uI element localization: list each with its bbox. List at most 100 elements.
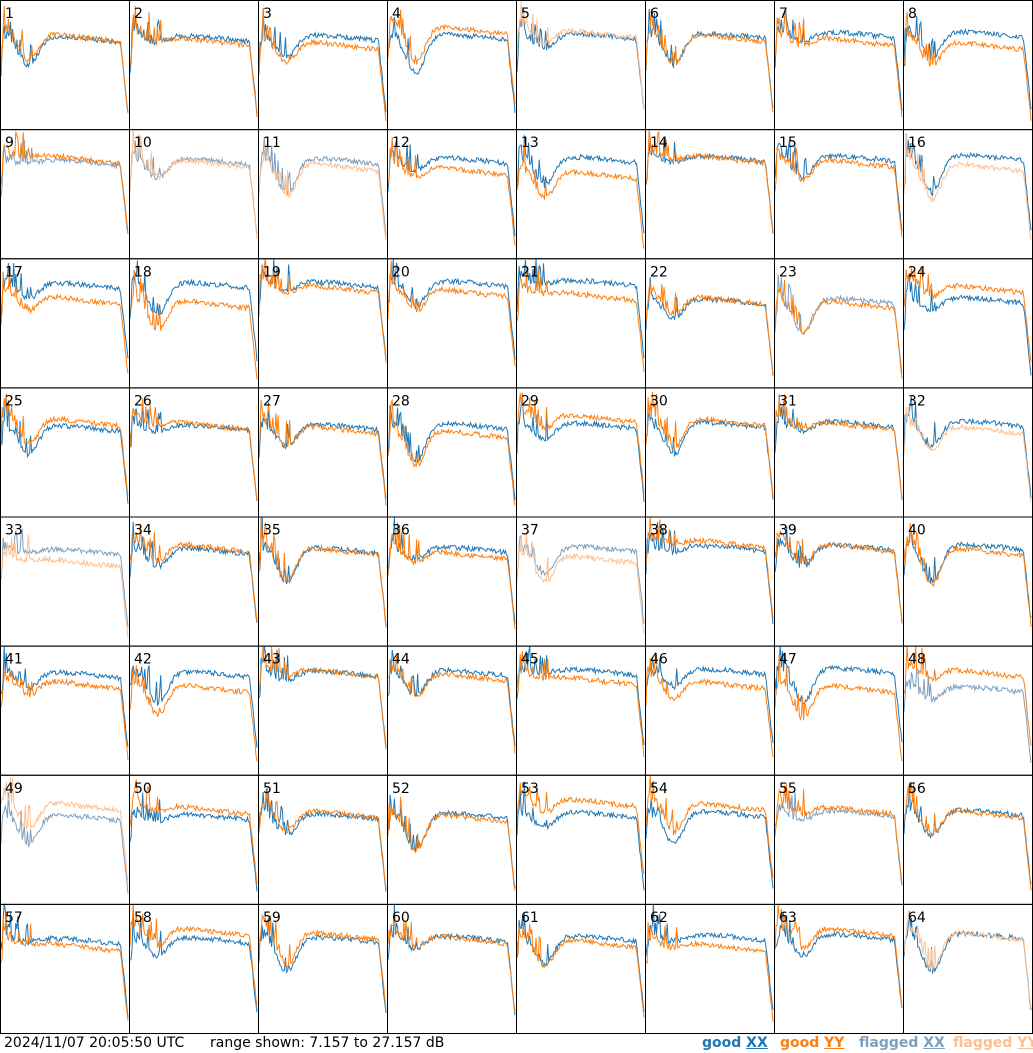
antenna-panel: 36 [387, 516, 517, 647]
good-xx-trace [645, 903, 774, 1010]
antenna-panel: 39 [774, 516, 904, 647]
good-xx-trace [387, 258, 516, 360]
antenna-panel: 3 [258, 0, 388, 131]
antenna-panel: 45 [516, 645, 646, 776]
good-xx-trace [0, 399, 129, 504]
good-yy-trace [774, 783, 903, 886]
legend-flagged-xx-word: flagged [859, 1035, 919, 1051]
antenna-panel: 60 [387, 903, 517, 1034]
antenna-panel: 56 [903, 774, 1033, 905]
panel-label: 1 [5, 6, 14, 22]
panel-label: 51 [263, 781, 281, 797]
antenna-panel: 41 [0, 645, 130, 776]
antenna-panel: 23 [774, 258, 904, 389]
antenna-panel: 35 [258, 516, 388, 647]
panel-label: 33 [5, 523, 23, 539]
good-xx-trace [516, 258, 645, 359]
good-yy-trace [645, 391, 774, 496]
antenna-panel: 10 [129, 129, 259, 260]
good-xx-trace [0, 263, 129, 359]
panel-label: 15 [779, 135, 797, 151]
panel-frame [774, 0, 904, 131]
flagged-yy-trace [516, 1, 645, 111]
legend-flagged-xx-pol: XX [923, 1035, 945, 1051]
flagged-yy-trace [903, 913, 1032, 1009]
antenna-panel: 63 [774, 903, 904, 1034]
good-yy-trace [258, 258, 387, 363]
good-yy-trace [516, 266, 645, 373]
panel-label: 2 [134, 6, 143, 22]
antenna-panel: 30 [645, 387, 775, 518]
panel-label: 37 [521, 523, 539, 539]
panel-label: 25 [5, 393, 23, 409]
antenna-panel: 64 [903, 903, 1033, 1034]
good-yy-trace [516, 392, 645, 493]
panel-label: 36 [392, 523, 410, 539]
good-yy-trace [516, 924, 645, 1018]
panel-label: 27 [263, 393, 281, 409]
antenna-panel: 7 [774, 0, 904, 131]
good-xx-trace [774, 911, 903, 1009]
panel-label: 9 [5, 135, 14, 151]
antenna-panel: 6 [645, 0, 775, 131]
antenna-panel: 24 [903, 258, 1033, 389]
legend-flagged-yy: flagged YY [953, 1034, 1033, 1052]
good-xx-trace [387, 517, 516, 624]
panel-label: 8 [908, 6, 917, 22]
good-xx-trace [387, 405, 516, 501]
legend-flagged-yy-word: flagged [953, 1035, 1013, 1051]
good-yy-trace [774, 10, 903, 117]
good-yy-trace [387, 916, 516, 1012]
good-xx-trace [645, 138, 774, 234]
antenna-panel: 14 [645, 129, 775, 260]
panel-frame [0, 0, 130, 131]
antenna-panel: 50 [129, 774, 259, 905]
good-yy-trace [387, 655, 516, 754]
flagged-xx-trace [0, 528, 129, 627]
panel-frame [516, 0, 646, 131]
antenna-panel: 53 [516, 774, 646, 905]
flagged-yy-trace [258, 143, 387, 241]
antenna-panel: 18 [129, 258, 259, 389]
antenna-panel: 28 [387, 387, 517, 518]
antenna-panel: 34 [129, 516, 259, 647]
antenna-panel: 38 [645, 516, 775, 647]
flagged-xx-trace [129, 137, 258, 234]
panel-label: 42 [134, 652, 152, 668]
antenna-panel: 25 [0, 387, 130, 518]
good-xx-trace [646, 656, 774, 744]
panel-frame [903, 0, 1033, 131]
panel-label: 19 [263, 264, 281, 280]
good-yy-trace [387, 9, 516, 104]
good-yy-trace [774, 903, 903, 1009]
good-yy-trace [0, 393, 129, 496]
panel-frame [0, 129, 130, 260]
antenna-panel: 57 [0, 903, 130, 1034]
good-yy-trace [516, 142, 645, 249]
antenna-panel: 32 [903, 387, 1033, 518]
antenna-panel: 15 [774, 129, 904, 260]
flagged-xx-trace [774, 791, 903, 886]
antenna-panel: 40 [903, 516, 1033, 647]
good-xx-trace [387, 17, 516, 113]
good-xx-trace [258, 7, 387, 113]
good-xx-trace [516, 135, 645, 234]
legend-good-xx-pol: XX [746, 1035, 768, 1051]
good-xx-trace [129, 521, 258, 624]
antenna-panel: 33 [0, 516, 130, 647]
panel-label: 29 [521, 393, 539, 409]
panel-label: 53 [521, 781, 539, 797]
good-xx-trace [129, 13, 258, 114]
panel-label: 18 [134, 264, 152, 280]
panel-label: 24 [908, 264, 926, 280]
panel-label: 49 [5, 781, 23, 797]
good-xx-trace [645, 798, 774, 889]
good-yy-trace [774, 279, 903, 379]
antenna-panel: 4 [387, 0, 517, 131]
antenna-panel: 55 [774, 774, 904, 905]
good-xx-trace [129, 260, 258, 362]
flagged-xx-trace [516, 535, 645, 624]
panel-label: 39 [779, 523, 797, 539]
panel-label: 58 [134, 910, 152, 926]
good-xx-trace [774, 394, 903, 499]
